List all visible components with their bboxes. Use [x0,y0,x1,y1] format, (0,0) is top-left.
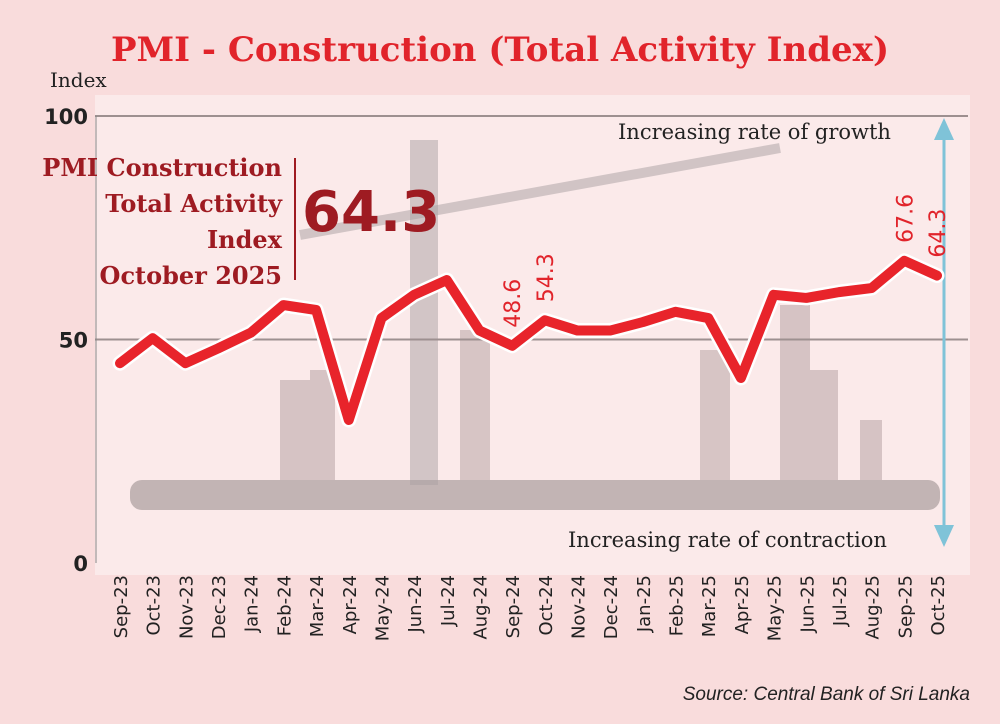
x-tick-label: Jan-24 [242,575,263,633]
data-label: 64.3 [926,209,951,258]
building-silhouette [460,330,490,480]
data-point [346,417,351,422]
construction-silhouette [280,305,882,480]
x-tick-label: Aug-25 [863,575,884,640]
x-tick-label: Oct-23 [144,575,165,636]
x-tick-label: Jun-24 [405,575,426,634]
building-silhouette [780,305,810,480]
x-tick-label: Sep-24 [503,575,524,638]
down-arrow-icon [934,525,954,547]
x-tick-label: Nov-23 [176,575,197,639]
data-point [575,328,580,333]
y-tick-label: 50 [59,329,88,353]
highlight-line: PMI Construction [42,153,282,182]
data-point [836,290,841,295]
y-tick-label: 0 [73,552,88,576]
building-silhouette [860,420,882,480]
data-point [738,375,743,380]
data-point [902,258,907,263]
highlight-line: October 2025 [99,261,282,290]
x-tick-label: Mar-24 [307,575,328,637]
data-point [379,316,384,321]
data-label: 54.3 [534,253,559,302]
x-tick-label: Feb-24 [274,575,295,636]
x-tick-label: Apr-25 [732,575,753,634]
building-silhouette [810,370,838,480]
x-tick-label: Dec-24 [601,575,622,639]
highlight-value: 64.3 [302,180,441,245]
data-point [935,273,939,278]
x-tick-label: Nov-24 [569,575,590,639]
data-point [673,309,678,314]
data-point [869,286,874,291]
data-point [150,336,155,341]
data-point [706,316,711,321]
x-tick-label: Dec-23 [209,575,230,639]
x-tick-label: Aug-24 [470,575,491,640]
source-note: Source: Central Bank of Sri Lanka [682,684,970,705]
x-tick-label: Jun-25 [797,575,818,634]
x-tick-label: Jan-25 [634,575,655,633]
data-point [216,346,221,351]
data-point [183,361,188,366]
building-silhouette [700,350,730,480]
x-tick-label: Sep-23 [111,575,132,638]
data-point [412,292,417,297]
x-tick-label: Oct-24 [536,575,557,636]
highlight-divider [294,158,296,280]
data-point [542,318,547,323]
ground-silhouette [130,480,940,510]
growth-annotation: Increasing rate of growth [618,120,891,144]
x-tick-label: Jul-24 [438,575,459,627]
x-tick-label: Oct-25 [928,575,949,636]
series-line [115,255,942,425]
x-tick-label: May-25 [765,575,786,641]
x-tick-label: Mar-25 [699,575,720,637]
contraction-annotation: Increasing rate of contraction [568,528,887,552]
building-silhouette [280,380,310,480]
data-point [608,328,613,333]
chart-title: PMI - Construction (Total Activity Index… [110,30,890,70]
data-point [771,292,776,297]
data-label: 67.6 [893,194,918,243]
x-tick-label: May-24 [372,575,393,641]
data-point [281,303,286,308]
highlight-line: Index [206,225,282,254]
crane-silhouette [410,140,438,485]
data-point [444,278,449,283]
y-tick-label: 100 [44,105,88,129]
y-axis-label: Index [50,68,107,92]
x-tick-label: Jul-25 [830,575,851,627]
crane-jib-silhouette [299,143,781,240]
data-point [640,320,645,325]
data-point [314,307,319,312]
data-point [477,328,482,333]
data-point [510,343,515,348]
x-tick-label: Apr-24 [340,575,361,634]
data-point [248,330,253,335]
data-point [804,295,809,300]
x-tick-label: Sep-25 [895,575,916,638]
data-point [118,361,122,366]
up-arrow-icon [934,118,954,140]
highlight-label: PMI Construction Total Activity Index Oc… [40,150,282,294]
highlight-line: Total Activity [105,189,282,218]
building-silhouette [310,370,335,480]
data-label: 48.6 [501,279,526,328]
x-tick-label: Feb-25 [667,575,688,636]
